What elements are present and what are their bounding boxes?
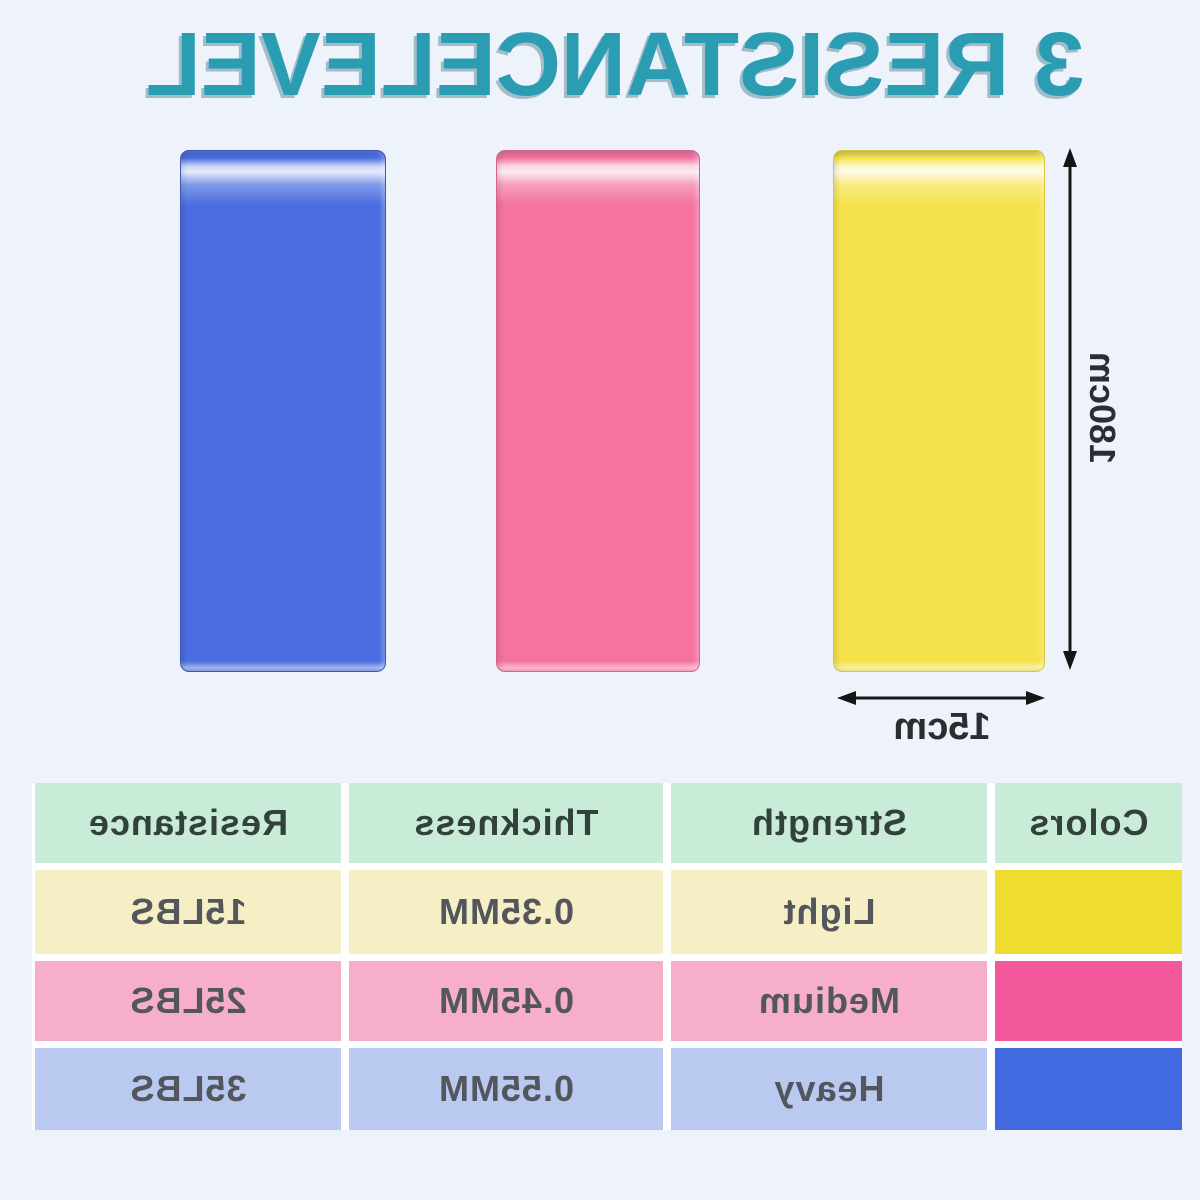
- band-yellow: [833, 150, 1045, 672]
- header-resistance: Resistance: [35, 783, 341, 863]
- length-dimension-arrow-icon: [1056, 146, 1084, 672]
- header-colors: Colors: [995, 783, 1182, 863]
- cell-light-thickness: 0.35MM: [349, 870, 663, 954]
- band-blue: [180, 150, 386, 672]
- cell-light-resistance: 15LBS: [35, 870, 341, 954]
- header-strength: Strength: [671, 783, 987, 863]
- length-label: 180cm: [1082, 351, 1123, 465]
- spec-table: Colors Strength Thickness Resistance Lig…: [32, 783, 1182, 1130]
- cell-medium-resistance: 25LBS: [35, 961, 341, 1041]
- width-dimension-arrow-icon: [835, 686, 1047, 710]
- header-thickness: Thickness: [349, 783, 663, 863]
- cell-heavy-strength: Heavy: [671, 1048, 987, 1130]
- band-pink: [496, 150, 700, 672]
- page-title: 3 RESISTANCELEVEL: [145, 15, 1085, 115]
- cell-medium-thickness: 0.45MM: [349, 961, 663, 1041]
- swatch-pink: [995, 961, 1182, 1041]
- cell-light-strength: Light: [671, 870, 987, 954]
- swatch-blue: [995, 1048, 1182, 1130]
- cell-heavy-resistance: 35LBS: [35, 1048, 341, 1130]
- swatch-yellow: [995, 870, 1182, 954]
- width-label: 15cm: [893, 706, 991, 748]
- cell-heavy-thickness: 0.55MM: [349, 1048, 663, 1130]
- cell-medium-strength: Medium: [671, 961, 987, 1041]
